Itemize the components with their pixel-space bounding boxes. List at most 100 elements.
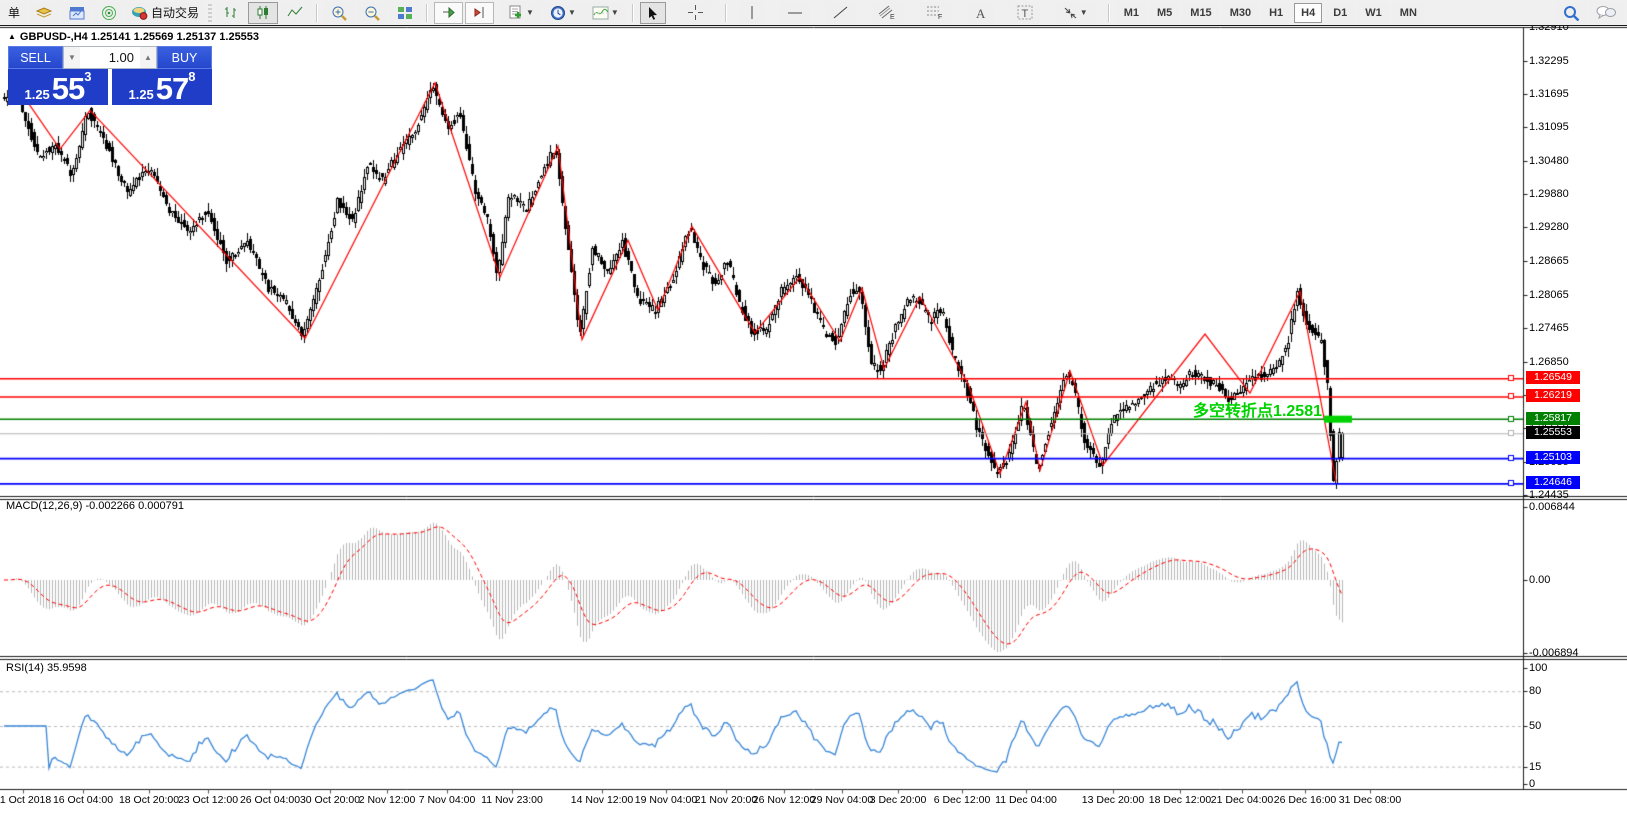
new-window-icon [69, 6, 85, 19]
crosshair-icon [687, 5, 703, 20]
new-order-button[interactable]: 单 [1, 1, 28, 24]
dropdown-arrow-icon: ▼ [526, 8, 534, 17]
timeframe-M30-button[interactable]: M30 [1222, 2, 1259, 23]
timeframe-H1-button[interactable]: H1 [1262, 2, 1291, 23]
rsi-label: RSI(14) 35.9598 [6, 662, 87, 674]
line-chart-icon [287, 6, 303, 17]
trendline-button[interactable] [825, 1, 855, 24]
horizontal-line-button[interactable] [779, 1, 810, 24]
fibonacci-icon: F [926, 6, 942, 20]
turning-point-annotation: 多空转折点1.2581 [1193, 403, 1322, 420]
buy-button[interactable]: BUY [157, 46, 212, 69]
auto-trading-button[interactable]: 自动交易 [126, 1, 205, 24]
arrow-objects-icon [1064, 7, 1077, 18]
volume-input[interactable] [80, 47, 140, 68]
new-order-icon [509, 5, 522, 19]
toolbar-separator [724, 3, 727, 22]
new-order-dropdown-button[interactable]: ▼ [501, 1, 541, 24]
volume-decrease-button[interactable]: ▼ [64, 47, 80, 68]
periods-dropdown-button[interactable]: ▼ [542, 1, 583, 24]
svg-text:A: A [976, 6, 986, 20]
timeframe-D1-button[interactable]: D1 [1326, 2, 1355, 23]
timeframe-H4-button[interactable]: H4 [1294, 2, 1323, 23]
volume-spinner: ▼ ▲ [63, 46, 157, 69]
candlestick-chart-icon [257, 6, 269, 19]
cursor-icon [648, 6, 657, 20]
chart-title-text: GBPUSD-,H4 1.25141 1.25569 1.25137 1.255… [19, 31, 260, 43]
chart-profiles-button[interactable] [29, 1, 61, 24]
indicators-dropdown-button[interactable]: ▼ [584, 1, 626, 24]
bar-chart-button[interactable] [216, 1, 247, 24]
timeframe-M5-button[interactable]: M5 [1150, 2, 1180, 23]
periods-clock-icon [550, 5, 565, 20]
buy-price[interactable]: 1.25 57 8 [112, 69, 212, 105]
search-button[interactable] [1556, 1, 1587, 24]
vertical-line-button[interactable] [739, 1, 764, 24]
zoom-in-icon [332, 6, 347, 21]
horizontal-line-icon [787, 12, 802, 13]
chat-button[interactable] [1589, 1, 1623, 24]
svg-text:T: T [1021, 8, 1028, 20]
macd-label: MACD(12,26,9) -0.002266 0.000791 [6, 500, 184, 512]
search-icon [1564, 5, 1580, 21]
chart-title: ▲ GBPUSD-,H4 1.25141 1.25569 1.25137 1.25… [8, 31, 259, 43]
zoom-in-button[interactable] [324, 1, 356, 24]
fibonacci-button[interactable]: F [918, 1, 951, 24]
toolbar-separator [426, 3, 429, 22]
indicators-icon [592, 6, 609, 19]
text-label-icon: T [1017, 5, 1033, 20]
volume-increase-button[interactable]: ▲ [140, 47, 156, 68]
timeframe-M15-button[interactable]: M15 [1183, 2, 1219, 23]
toolbar: 单 自动交易 [0, 0, 1627, 26]
alerts-button[interactable] [94, 1, 125, 24]
buy-price-small: 1.25 [128, 87, 154, 102]
cursor-button[interactable] [639, 1, 666, 24]
auto-scroll-icon [443, 6, 455, 19]
svg-text:F: F [938, 14, 942, 20]
dropdown-arrow-icon: ▼ [610, 8, 619, 17]
collapse-triangle-icon: ▲ [8, 32, 16, 41]
zoom-out-button[interactable] [357, 1, 389, 24]
sell-price-sup: 3 [84, 69, 92, 84]
buy-price-big: 57 [155, 71, 189, 106]
candlestick-chart-button[interactable] [248, 1, 279, 24]
tile-windows-icon [398, 6, 413, 19]
equidistant-channel-icon: E [878, 5, 895, 20]
chart-shift-button[interactable] [465, 1, 495, 24]
vertical-line-icon [751, 6, 753, 19]
chart-shift-icon [474, 7, 484, 18]
crosshair-button[interactable] [680, 1, 710, 24]
text-button[interactable]: A [966, 1, 994, 24]
bar-chart-icon [225, 7, 237, 18]
toolbar-separator [208, 3, 213, 22]
timeframe-W1-button[interactable]: W1 [1358, 2, 1389, 23]
toolbar-separator [631, 3, 634, 22]
sell-price[interactable]: 1.25 55 3 [8, 69, 108, 105]
arrow-objects-button[interactable]: ▼ [1055, 1, 1095, 24]
new-window-button[interactable] [62, 1, 93, 24]
dropdown-arrow-icon: ▼ [1079, 8, 1088, 17]
text-label-button[interactable]: T [1009, 1, 1040, 24]
auto-scroll-button[interactable] [434, 1, 464, 24]
dropdown-arrow-icon: ▼ [567, 8, 576, 17]
timeframe-toolbar: M1 M5 M15 M30 H1 H4 D1 W1 MN [1115, 2, 1426, 23]
svg-text:E: E [890, 14, 895, 20]
alerts-icon [102, 5, 117, 20]
sell-price-small: 1.25 [24, 87, 50, 102]
auto-trading-icon [132, 6, 148, 20]
timeframe-M1-button[interactable]: M1 [1116, 2, 1146, 23]
chat-icon [1596, 6, 1616, 20]
sell-price-big: 55 [51, 71, 85, 106]
line-chart-button[interactable] [280, 1, 311, 24]
buy-price-sup: 8 [188, 69, 196, 84]
chart-profiles-icon [36, 6, 53, 18]
toolbar-separator [1107, 3, 1110, 22]
trendline-icon [833, 6, 848, 18]
timeframe-MN-button[interactable]: MN [1392, 2, 1424, 23]
tile-windows-button[interactable] [390, 1, 421, 24]
sell-button[interactable]: SELL [8, 46, 63, 69]
equidistant-channel-button[interactable]: E [870, 1, 903, 24]
